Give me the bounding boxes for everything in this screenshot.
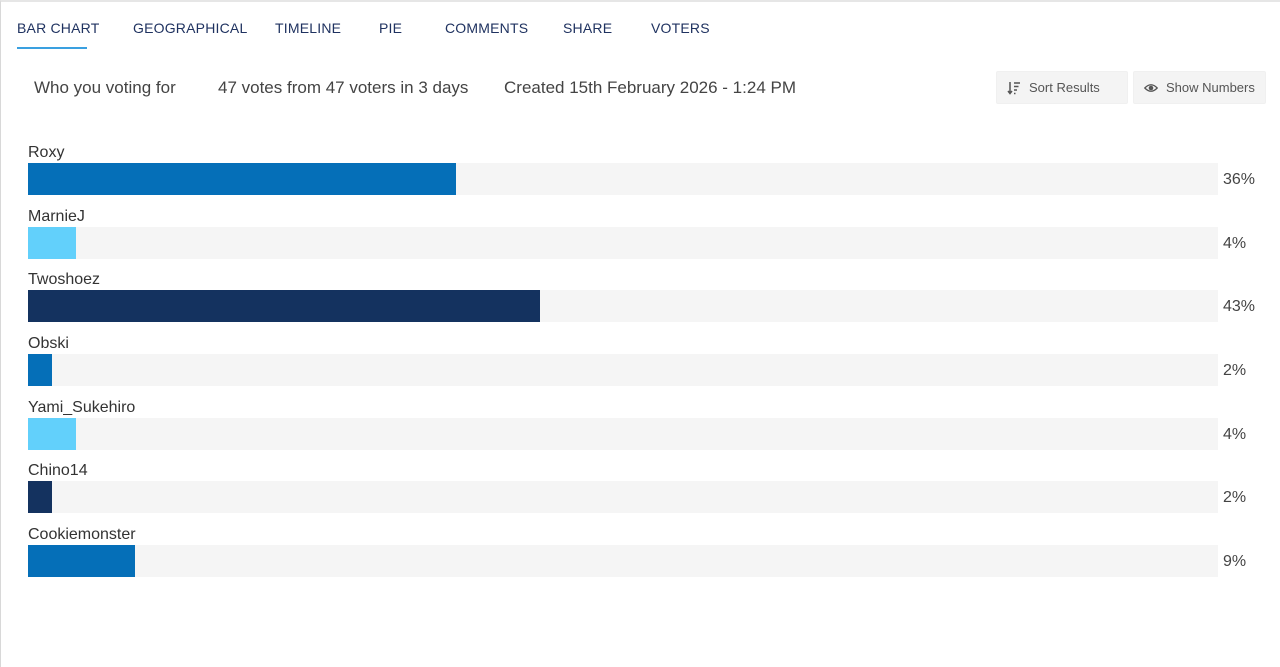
bar-row: Obski 2% bbox=[28, 333, 1280, 397]
sort-icon bbox=[1007, 81, 1020, 95]
bar-fill bbox=[28, 163, 457, 195]
bar-fill bbox=[28, 226, 76, 259]
bar-chart: Roxy 36% MarnieJ 4% Twoshoez 43% Obski 2% Yami_S… bbox=[28, 142, 1280, 588]
tab-share[interactable]: SHARE bbox=[563, 20, 613, 36]
tab-pie[interactable]: PIE bbox=[379, 20, 403, 36]
bar-track bbox=[28, 417, 1218, 450]
votes-summary: 47 votes from 47 voters in 3 days bbox=[218, 78, 469, 97]
tab-timeline[interactable]: TIMELINE bbox=[275, 20, 342, 36]
bar-row: Roxy 36% bbox=[28, 142, 1280, 206]
poll-title: Who you voting for bbox=[34, 78, 176, 97]
bar-label: Cookiemonster bbox=[28, 526, 136, 544]
tab-bar-chart[interactable]: BAR CHART bbox=[17, 20, 100, 36]
eye-icon bbox=[1144, 83, 1158, 92]
show-numbers-label: Show Numbers bbox=[1166, 80, 1255, 95]
bar-percentage: 2% bbox=[1223, 489, 1247, 507]
bar-percentage: 36% bbox=[1223, 171, 1256, 188]
tab-comments[interactable]: COMMENTS bbox=[445, 20, 529, 36]
bar-track bbox=[28, 226, 1218, 259]
created-date: Created 15th February 2026 - 1:24 PM bbox=[504, 78, 796, 97]
bar-track bbox=[28, 163, 1218, 195]
bar-fill bbox=[28, 290, 540, 323]
bar-percentage: 2% bbox=[1223, 362, 1247, 380]
sort-results-label: Sort Results bbox=[1029, 80, 1100, 95]
bar-row: Yami_Sukehiro 4% bbox=[28, 397, 1280, 461]
active-tab-indicator bbox=[17, 47, 87, 49]
bar-fill bbox=[28, 417, 76, 450]
tab-voters[interactable]: VOTERS bbox=[651, 20, 710, 36]
bar-track bbox=[28, 545, 1218, 578]
show-numbers-button[interactable]: Show Numbers bbox=[1133, 71, 1266, 104]
bar-row: Chino14 2% bbox=[28, 460, 1280, 524]
bar-label: Roxy bbox=[28, 144, 65, 161]
bar-row: MarnieJ 4% bbox=[28, 206, 1280, 270]
bar-track bbox=[28, 481, 1218, 514]
bar-label: MarnieJ bbox=[28, 207, 85, 225]
bar-fill bbox=[28, 354, 52, 387]
bar-label: Twoshoez bbox=[28, 271, 101, 289]
tab-bar: BAR CHART GEOGRAPHICAL TIMELINE PIE COMM… bbox=[1, 2, 1280, 52]
bar-label: Yami_Sukehiro bbox=[28, 398, 136, 416]
sort-results-button[interactable]: Sort Results bbox=[996, 71, 1128, 104]
bar-label: Obski bbox=[28, 335, 69, 353]
bar-percentage: 9% bbox=[1223, 553, 1247, 571]
bar-percentage: 4% bbox=[1223, 425, 1247, 443]
bar-row: Cookiemonster 9% bbox=[28, 524, 1280, 588]
bar-percentage: 4% bbox=[1223, 234, 1247, 252]
bar-fill bbox=[28, 545, 136, 578]
bar-track bbox=[28, 290, 1218, 323]
tab-geographical[interactable]: GEOGRAPHICAL bbox=[133, 20, 248, 36]
bar-label: Chino14 bbox=[28, 462, 88, 480]
bar-fill bbox=[28, 481, 52, 514]
bar-track bbox=[28, 354, 1218, 387]
bar-percentage: 43% bbox=[1223, 298, 1256, 316]
bar-row: Twoshoez 43% bbox=[28, 269, 1280, 333]
